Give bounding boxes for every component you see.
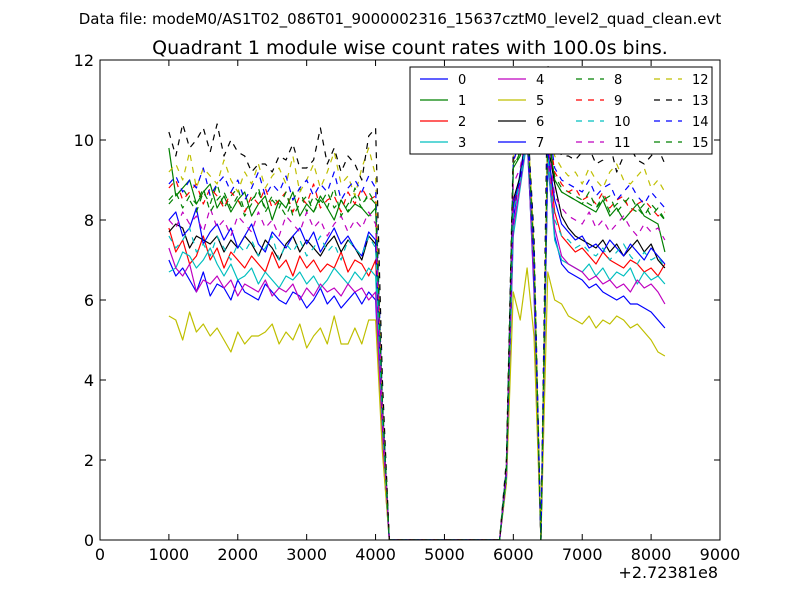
legend-label-10: 10 [614,115,631,130]
series-line-7 [168,131,666,540]
legend-label-0: 0 [458,73,466,88]
x-tick-label: 2000 [217,545,258,564]
series-line-1 [168,123,666,540]
legend-label-7: 7 [536,136,544,151]
series-line-14 [168,115,666,540]
y-tick-label: 0 [84,531,94,550]
x-offset-label: +2.72381e8 [618,563,718,582]
legend-box [409,66,713,155]
series-line-0 [168,131,666,540]
y-tick-label: 10 [74,131,94,150]
x-tick-label: 1000 [149,545,190,564]
y-tick-label: 4 [84,371,94,390]
series-line-11 [168,127,666,540]
series-line-10 [168,135,666,540]
x-tick-label: 6000 [493,545,534,564]
x-tick-label: 8000 [631,545,672,564]
x-tick-label: 3000 [286,545,327,564]
x-tick-label: 5000 [424,545,465,564]
y-tick-label: 6 [84,291,94,310]
series-line-13 [168,63,666,540]
x-tick-label: 7000 [562,545,603,564]
series-line-6 [168,127,666,540]
legend-label-3: 3 [458,136,466,151]
chart-title: Quadrant 1 module wise count rates with … [152,37,668,59]
x-tick-label: 0 [95,545,105,564]
series-line-5 [168,267,666,540]
y-tick-label: 2 [84,451,94,470]
legend-label-2: 2 [458,115,466,130]
tick-layer: 0 1000 2000 3000 4000 5000 6000 7000 8000 9000 0 2 4… [74,51,741,564]
x-tick-label: 9000 [700,545,741,564]
axes-frame [99,59,721,541]
legend-label-5: 5 [536,94,544,109]
legend-label-4: 4 [536,73,544,88]
series-line-3 [168,139,666,540]
series-layer [168,63,666,540]
x-tick-label: 4000 [355,545,396,564]
legend-label-6: 6 [536,115,544,130]
y-tick-label: 12 [74,51,94,70]
series-line-12 [168,107,666,540]
series-line-2 [168,135,666,540]
legend-label-11: 11 [614,136,631,151]
legend-label-13: 13 [692,94,709,109]
y-tick-label: 8 [84,211,94,230]
series-line-4 [168,135,666,540]
legend-label-8: 8 [614,73,622,88]
legend-label-12: 12 [692,73,709,88]
legend-label-14: 14 [692,115,709,130]
suptitle: Data file: modeM0/AS1T02_086T01_90000023… [79,10,722,29]
series-line-15 [168,119,666,540]
series-line-9 [168,115,666,540]
legend-label-15: 15 [692,136,709,151]
legend-label-9: 9 [614,94,622,109]
legend-label-1: 1 [458,94,466,109]
